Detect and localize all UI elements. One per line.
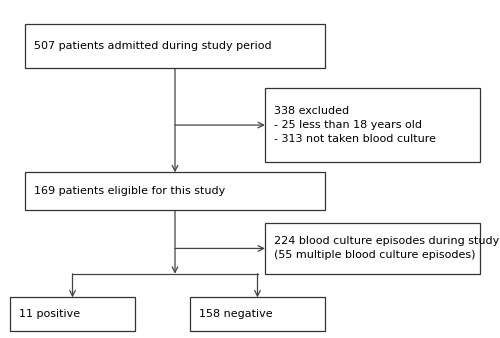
Text: 169 patients eligible for this study: 169 patients eligible for this study [34, 186, 225, 196]
FancyBboxPatch shape [10, 297, 135, 331]
FancyBboxPatch shape [265, 88, 480, 162]
FancyBboxPatch shape [190, 297, 325, 331]
Text: 224 blood culture episodes during study period
(55 multiple blood culture episod: 224 blood culture episodes during study … [274, 236, 500, 261]
Text: 338 excluded
- 25 less than 18 years old
- 313 not taken blood culture: 338 excluded - 25 less than 18 years old… [274, 106, 436, 144]
FancyBboxPatch shape [25, 24, 325, 68]
Text: 158 negative: 158 negative [199, 309, 272, 319]
Text: 11 positive: 11 positive [19, 309, 80, 319]
Text: 507 patients admitted during study period: 507 patients admitted during study perio… [34, 41, 272, 51]
FancyBboxPatch shape [265, 223, 480, 274]
FancyBboxPatch shape [25, 172, 325, 210]
